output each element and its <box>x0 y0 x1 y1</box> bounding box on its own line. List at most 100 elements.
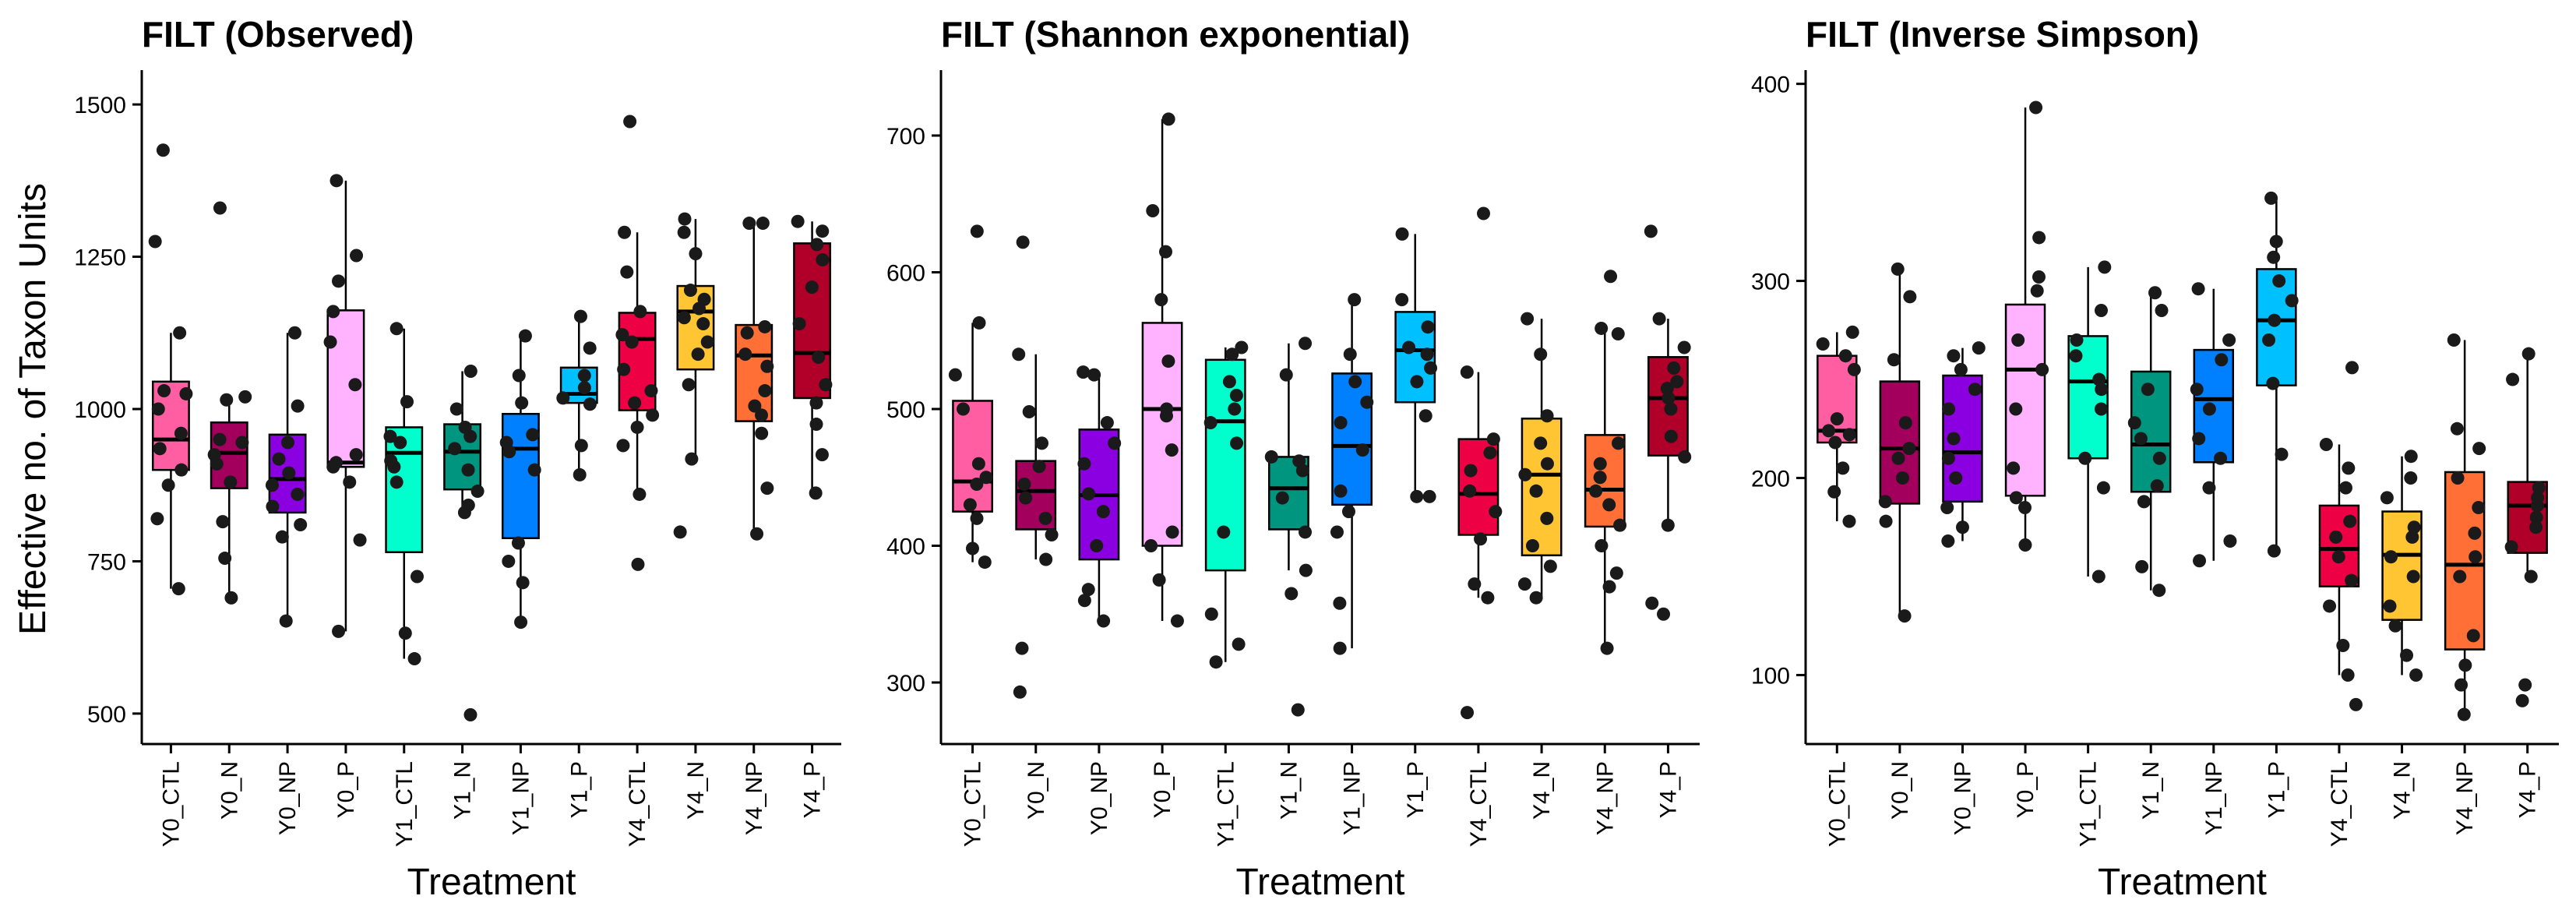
chart-0-point-10-0 <box>750 527 764 541</box>
chart-2-point-7-5 <box>2285 294 2299 308</box>
chart-1-x-tick-label-1: Y0_N <box>1024 761 1049 820</box>
chart-0-point-11-2 <box>809 418 823 432</box>
chart-0-point-1-8 <box>220 393 234 407</box>
chart-1-point-8-3 <box>1474 532 1488 546</box>
chart-1-point-9-7 <box>1540 457 1554 471</box>
chart-0-point-8-10 <box>633 305 647 319</box>
chart-1-point-2-8 <box>1100 416 1114 430</box>
chart-0-point-8-13 <box>623 115 637 129</box>
chart-2-point-0-9 <box>1816 337 1830 351</box>
chart-2-x-tick-label-2: Y0_NP <box>1950 761 1975 835</box>
chart-1-box-0 <box>952 400 993 513</box>
chart-2-point-4-1 <box>2096 481 2110 495</box>
chart-2-point-8-4 <box>2345 573 2359 587</box>
chart-1-point-5-8 <box>1279 368 1293 382</box>
chart-0-y-tick-label-2: 1000 <box>74 397 126 423</box>
chart-2-point-9-3 <box>2383 599 2397 613</box>
chart-1-point-10-10 <box>1611 326 1625 340</box>
chart-1-point-11-11 <box>1652 312 1666 326</box>
chart-1-point-1-7 <box>1032 460 1046 474</box>
chart-1-point-6-3 <box>1341 505 1355 519</box>
chart-2-point-9-1 <box>2400 648 2414 662</box>
chart-2-point-1-3 <box>1895 471 1909 485</box>
chart-2-point-8-8 <box>2338 481 2352 495</box>
chart-2-point-11-8 <box>2532 481 2546 495</box>
chart-2-box-1 <box>1879 380 1921 505</box>
chart-2-point-1-0 <box>1898 609 1912 623</box>
chart-0-point-1-1 <box>218 552 232 566</box>
chart-1-box-3 <box>1141 322 1183 547</box>
chart-2-point-11-7 <box>2531 491 2545 505</box>
chart-2-x-tick-label-5: Y1_N <box>2138 761 2164 820</box>
chart-1-point-1-2 <box>1039 552 1053 566</box>
chart-1-point-5-0 <box>1291 703 1305 717</box>
chart-0-point-2-9 <box>291 399 305 413</box>
chart-1-point-6-10 <box>1348 293 1362 307</box>
chart-2-point-8-2 <box>2336 639 2350 653</box>
chart-1-point-2-0 <box>1097 614 1111 628</box>
chart-2-point-4-5 <box>2092 372 2106 386</box>
chart-2-point-7-3 <box>2262 333 2276 347</box>
chart-1-point-2-6 <box>1077 457 1091 471</box>
chart-0-point-2-0 <box>279 614 293 628</box>
chart-0-point-9-2 <box>682 378 696 392</box>
chart-0-point-8-3 <box>630 420 644 434</box>
chart-1-point-9-2 <box>1543 559 1557 573</box>
chart-2-point-1-8 <box>1903 290 1917 304</box>
chart-0-point-9-10 <box>689 247 703 261</box>
chart-1-point-9-11 <box>1521 312 1535 326</box>
chart-1-point-4-7 <box>1229 388 1243 402</box>
chart-1-point-1-3 <box>1045 527 1059 541</box>
chart-0-point-8-9 <box>615 328 629 342</box>
chart-0-point-6-3 <box>511 536 525 550</box>
chart-2-point-6-1 <box>2223 534 2237 548</box>
chart-2-point-5-1 <box>2135 559 2149 573</box>
chart-2-point-3-8 <box>2032 270 2046 284</box>
chart-2-point-10-3 <box>2466 629 2480 643</box>
chart-2-point-6-5 <box>2202 402 2216 416</box>
chart-2-point-9-5 <box>2384 550 2398 564</box>
chart-0-point-8-11 <box>620 265 634 279</box>
chart-0-x-tick-label-8: Y4_CTL <box>625 761 650 847</box>
chart-1-point-3-7 <box>1161 354 1175 369</box>
chart-2-point-11-1 <box>2518 678 2532 692</box>
chart-0-point-3-10 <box>350 249 364 263</box>
chart-0-point-6-7 <box>526 428 540 442</box>
chart-0-point-10-2 <box>755 426 769 440</box>
chart-1-point-8-8 <box>1486 432 1500 446</box>
chart-0-point-0-9 <box>173 326 187 340</box>
chart-2-point-2-5 <box>1947 432 1961 446</box>
chart-1-point-8-4 <box>1489 505 1503 519</box>
chart-2-point-10-9 <box>2472 442 2486 456</box>
chart-1-point-2-1 <box>1077 594 1091 608</box>
chart-0-point-11-10 <box>816 224 830 238</box>
chart-0-point-9-5 <box>696 317 710 331</box>
chart-1-point-8-5 <box>1463 484 1477 498</box>
chart-0-point-4-9 <box>389 322 403 336</box>
chart-2-point-7-4 <box>2268 313 2282 327</box>
chart-1-point-9-8 <box>1534 436 1548 450</box>
chart-1-point-0-5 <box>979 471 993 485</box>
chart-2-x-tick-label-7: Y1_P <box>2264 761 2289 818</box>
chart-2-point-8-0 <box>2349 697 2363 711</box>
chart-1-point-11-4 <box>1664 429 1678 443</box>
chart-1-point-5-4 <box>1275 491 1289 505</box>
chart-1-point-7-4 <box>1424 361 1438 375</box>
chart-1-point-10-7 <box>1593 471 1607 485</box>
chart-1-x-tick-label-8: Y4_CTL <box>1466 761 1492 847</box>
chart-0-x-tick-label-0: Y0_CTL <box>158 761 184 847</box>
chart-0-point-4-7 <box>383 429 397 443</box>
chart-0-point-6-2 <box>502 554 516 568</box>
chart-1-point-4-5 <box>1203 416 1218 430</box>
chart-2-point-6-4 <box>2192 432 2206 446</box>
chart-2-point-7-9 <box>2264 191 2278 205</box>
chart-2-point-2-7 <box>1968 383 1982 397</box>
chart-2-point-1-4 <box>1891 451 1905 465</box>
chart-1-point-1-10 <box>1012 347 1026 361</box>
chart-0-point-11-11 <box>791 214 805 228</box>
chart-0-point-5-7 <box>458 420 472 434</box>
chart-2-point-7-7 <box>2267 250 2281 264</box>
chart-0-y-tick-label-4: 1500 <box>74 93 126 118</box>
chart-0-point-11-8 <box>816 252 830 266</box>
